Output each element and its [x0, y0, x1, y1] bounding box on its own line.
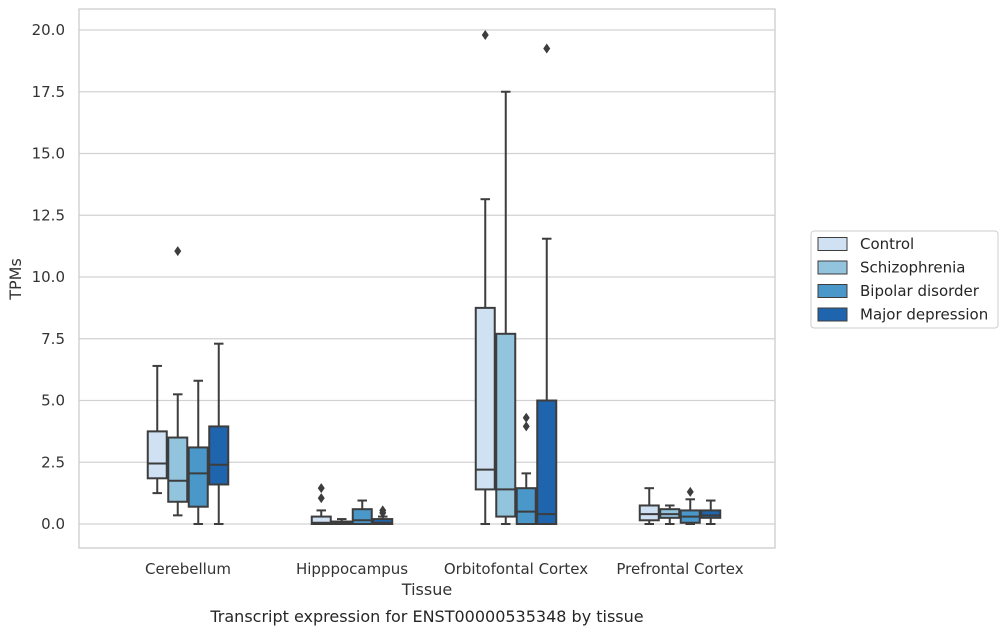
legend-swatch — [817, 260, 848, 275]
box-body — [187, 446, 209, 508]
box — [679, 486, 701, 525]
x-axis-label: Tissue — [401, 580, 452, 599]
outlier-point — [317, 493, 325, 504]
box-body — [474, 306, 496, 491]
box-body — [167, 436, 189, 503]
series-bipolar-disorder — [187, 379, 701, 525]
box — [331, 518, 353, 526]
outlier-point — [522, 412, 530, 423]
box — [187, 379, 209, 525]
box-body — [208, 425, 230, 486]
x-tick-label: Cerebellum — [145, 560, 231, 578]
legend-frame — [810, 230, 999, 329]
legend-label: Major depression — [860, 306, 988, 324]
x-tick-label: Prefrontal Cortex — [616, 560, 743, 578]
outlier-point — [686, 486, 694, 497]
series-schizophrenia — [167, 90, 681, 526]
box-body — [495, 332, 517, 518]
y-tick-label: 17.5 — [32, 83, 65, 101]
box-body — [700, 509, 722, 519]
plot-frame — [78, 8, 776, 549]
legend-label: Bipolar disorder — [860, 282, 980, 300]
outlier-point — [522, 421, 530, 432]
box — [167, 246, 189, 517]
box — [700, 499, 722, 525]
y-tick-label: 5.0 — [41, 392, 65, 410]
y-tick-label: 20.0 — [32, 21, 65, 39]
outlier-point — [481, 29, 489, 40]
y-tick-label: 15.0 — [32, 145, 65, 163]
legend-swatch — [817, 284, 848, 298]
box-body — [515, 487, 537, 525]
box — [351, 499, 373, 525]
box-body — [638, 504, 660, 522]
plot-marks — [146, 29, 722, 526]
legend-label: Control — [860, 235, 914, 253]
box — [495, 90, 517, 525]
box — [474, 29, 496, 525]
box-body — [372, 518, 394, 525]
box — [659, 504, 681, 525]
x-tick-label: Hipppocampus — [296, 560, 408, 578]
y-tick-labels: 0.0 2.5 5.0 7.5 10.0 12.5 15.0 17.5 20.0 — [32, 21, 65, 533]
outlier-point — [379, 505, 387, 516]
y-tick-label: 2.5 — [41, 453, 65, 471]
legend-swatch — [817, 237, 848, 251]
y-axis-label: TPMs — [6, 258, 25, 301]
box — [208, 342, 230, 525]
y-tick-label: 10.0 — [32, 268, 65, 286]
outlier-point — [543, 43, 551, 54]
box — [638, 487, 660, 525]
box-body — [351, 508, 373, 525]
box — [515, 412, 537, 525]
box-body — [146, 430, 168, 480]
box — [310, 483, 332, 526]
x-tick-labels: Cerebellum Hipppocampus Orbitofontal Corte… — [145, 560, 744, 578]
outlier-point — [174, 246, 182, 257]
series-major-depression — [208, 43, 722, 525]
y-tick-label: 7.5 — [41, 330, 65, 348]
box — [372, 505, 394, 525]
y-tick-label: 0.0 — [41, 515, 65, 533]
box-body — [536, 399, 558, 525]
legend-label: Schizophrenia — [860, 259, 965, 277]
legend: Control Schizophrenia Bipolar disorder Majo… — [810, 230, 999, 329]
legend-swatch — [817, 307, 848, 322]
chart-caption: Transcript expression for ENST0000053534… — [209, 607, 643, 626]
x-tick-label: Orbitofontal Cortex — [444, 560, 588, 578]
box — [146, 364, 168, 495]
box — [536, 43, 558, 525]
y-tick-label: 12.5 — [32, 206, 65, 224]
series-control — [146, 29, 660, 526]
box-body — [310, 515, 332, 526]
outlier-point — [317, 483, 325, 494]
